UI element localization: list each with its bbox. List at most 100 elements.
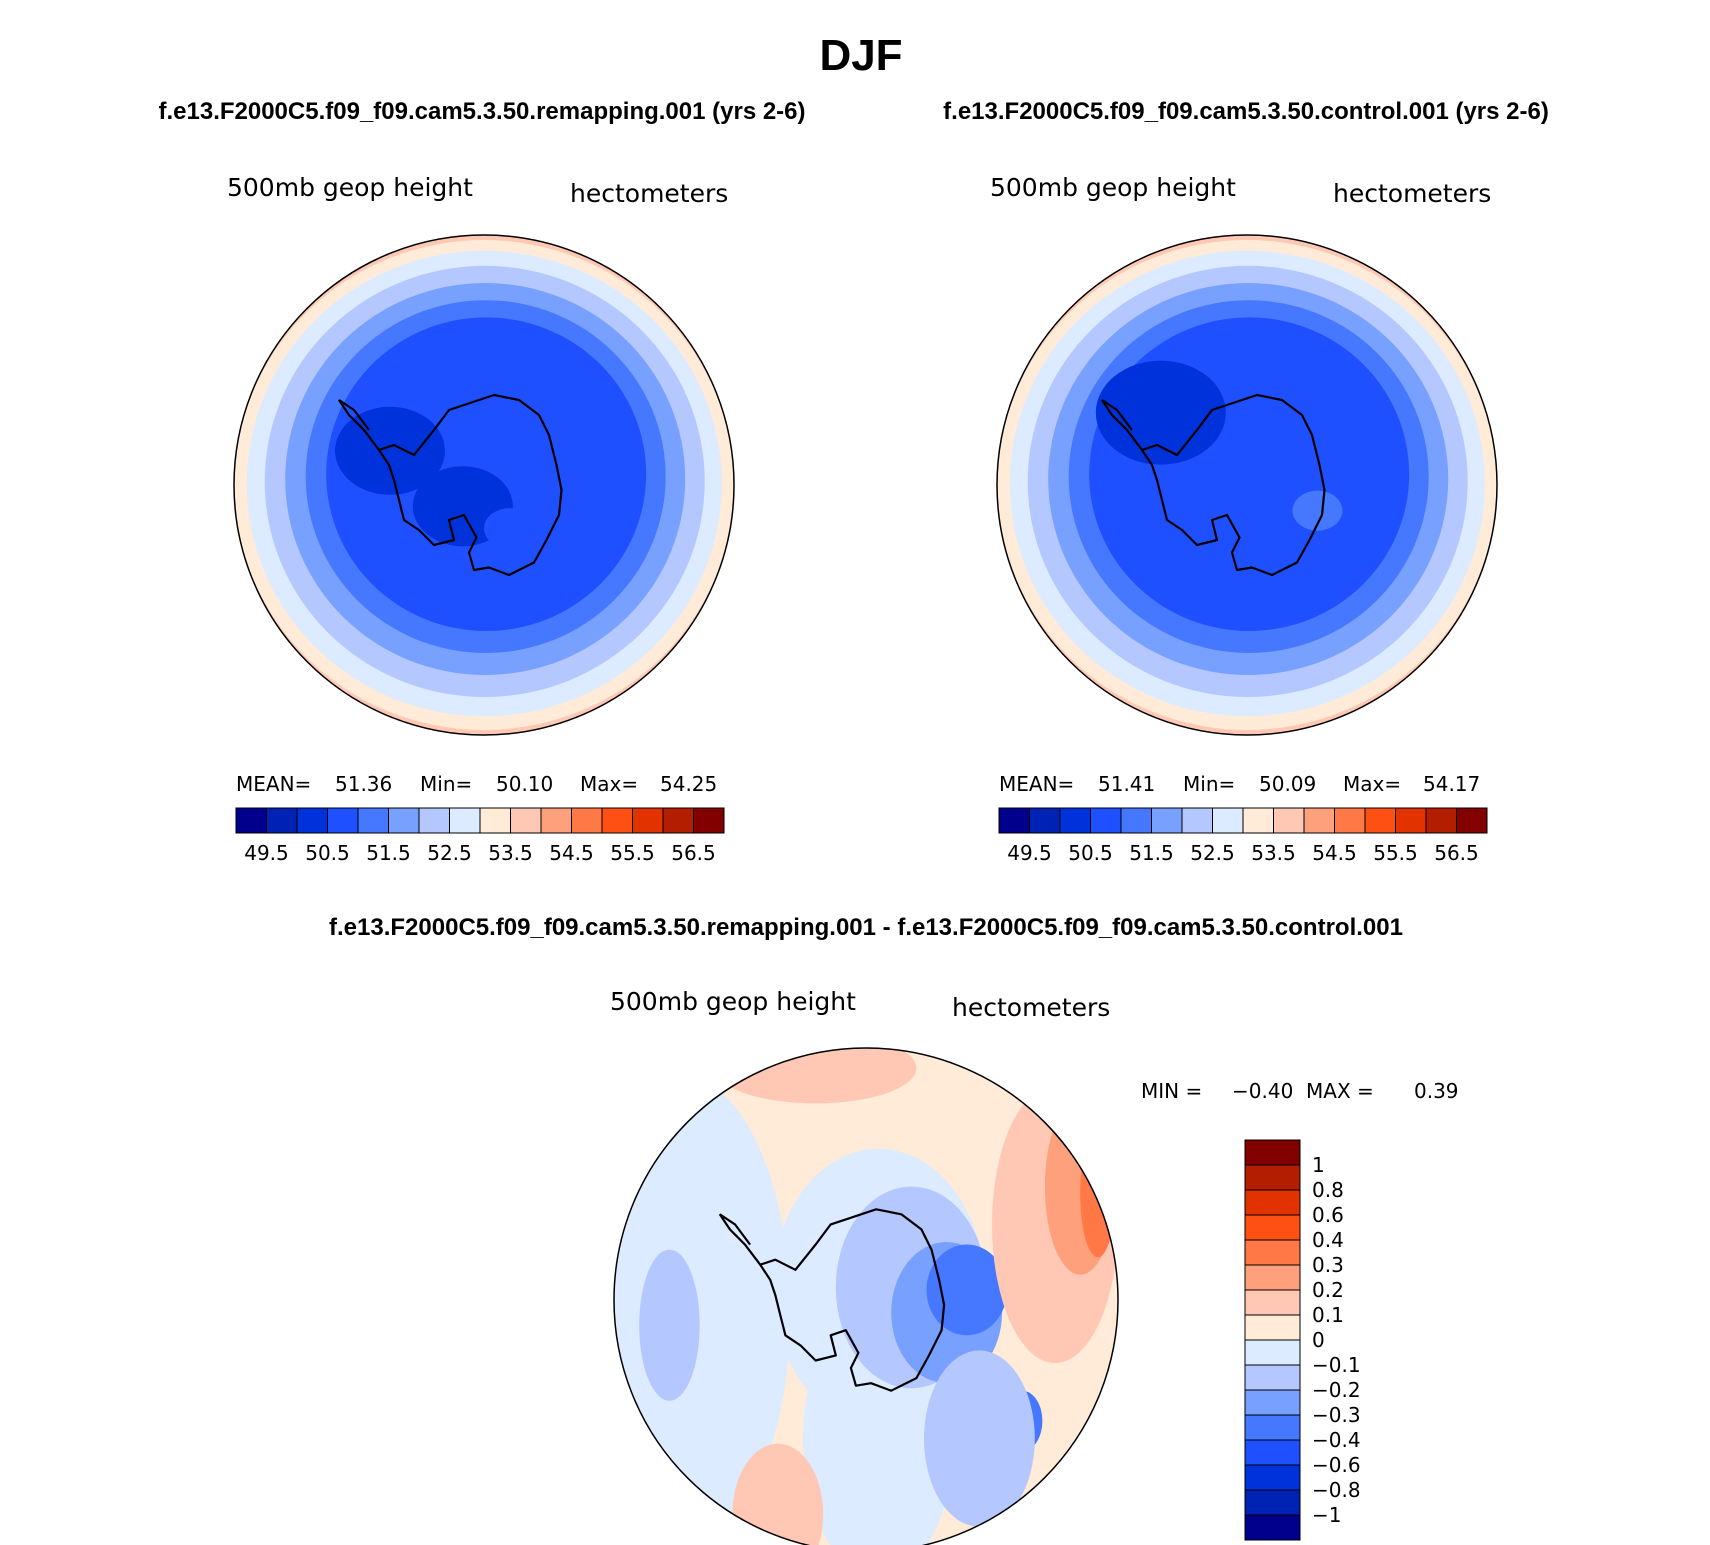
colorbar-swatch xyxy=(693,807,725,834)
colorbar-tick-label: −0.8 xyxy=(1312,1478,1361,1502)
antarctica-outline xyxy=(377,393,563,577)
colorbar-swatch xyxy=(1273,807,1305,834)
figure-title: DJF xyxy=(819,31,902,80)
max-value: 54.25 xyxy=(660,772,717,796)
map-remapping xyxy=(234,235,734,735)
colorbar-swatch xyxy=(998,807,1030,834)
max-value: 54.17 xyxy=(1423,772,1480,796)
antarctica-outline xyxy=(1140,393,1326,577)
units-label: hectometers xyxy=(570,179,728,208)
colorbar-swatch xyxy=(1425,807,1457,834)
field-label: 500mb geop height xyxy=(610,987,856,1016)
colorbar-swatch xyxy=(1303,807,1335,834)
colorbar-swatch xyxy=(1244,1264,1301,1291)
antarctica-coastline xyxy=(338,393,563,577)
colorbar-swatch xyxy=(296,807,328,834)
colorbar-tick-label: 50.5 xyxy=(1068,841,1113,865)
colorbar-swatch xyxy=(1244,1314,1301,1341)
colorbar-tick-label: −1 xyxy=(1312,1503,1341,1527)
diff-panel-heading: f.e13.F2000C5.f09_f09.cam5.3.50.remappin… xyxy=(329,914,1403,941)
minimum-center xyxy=(335,406,446,495)
colorbar-swatch xyxy=(1364,807,1396,834)
colorbar-swatch xyxy=(540,807,572,834)
max-label: Max= xyxy=(1343,772,1401,796)
colorbar-swatch xyxy=(1181,807,1213,834)
colorbar-tick-label: 54.5 xyxy=(549,841,594,865)
max-value: 0.39 xyxy=(1414,1079,1459,1103)
units-label: hectometers xyxy=(952,993,1110,1022)
minimum-center xyxy=(1292,490,1343,531)
colorbar-swatch xyxy=(327,807,359,834)
min-label: MIN = xyxy=(1141,1079,1202,1103)
min-label: Min= xyxy=(1183,772,1235,796)
field-label: 500mb geop height xyxy=(227,173,473,202)
colorbar-swatch xyxy=(1244,1239,1301,1266)
colorbar-swatch xyxy=(1395,807,1427,834)
colorbar-swatch xyxy=(1334,807,1366,834)
colorbar-swatch xyxy=(571,807,603,834)
colorbar-swatch xyxy=(1244,1289,1301,1316)
colorbar-swatch xyxy=(1244,1339,1301,1366)
colorbar-swatch xyxy=(388,807,420,834)
max-label: Max= xyxy=(580,772,638,796)
colorbar-tick-label: 56.5 xyxy=(671,841,716,865)
colorbar-tick-label: 0.1 xyxy=(1312,1303,1344,1327)
colorbar-swatch xyxy=(1244,1364,1301,1391)
colorbar-swatch xyxy=(1244,1389,1301,1416)
colorbar-swatch xyxy=(1244,1164,1301,1191)
colorbar-swatch xyxy=(1029,807,1061,834)
colorbar-tick-label: −0.4 xyxy=(1312,1428,1361,1452)
mean-label: MEAN= xyxy=(999,772,1074,796)
field-label: 500mb geop height xyxy=(990,173,1236,202)
colorbar-tick-label: −0.6 xyxy=(1312,1453,1361,1477)
colorbar-tick-label: 55.5 xyxy=(1373,841,1418,865)
colorbar-tick-label: −0.3 xyxy=(1312,1403,1361,1427)
colorbar-tick-label: 1 xyxy=(1312,1153,1325,1177)
colorbar-swatch xyxy=(1244,1139,1301,1166)
colorbar-tick-label: 55.5 xyxy=(610,841,655,865)
colorbar-tick-label: 0.4 xyxy=(1312,1228,1344,1252)
min-value: −0.40 xyxy=(1232,1079,1293,1103)
colorbar-remapping: 49.5 50.5 51.5 52.5 53.5 54.5 55.5 56.5 xyxy=(235,807,725,865)
colorbar-control: 49.5 50.5 51.5 52.5 53.5 54.5 55.5 56.5 xyxy=(998,807,1488,865)
colorbar-tick-label: 53.5 xyxy=(488,841,533,865)
colorbar-swatch xyxy=(632,807,664,834)
map-border xyxy=(613,1047,1119,1545)
panel-difference: 500mb geop height hectometers MIN = −0.4… xyxy=(610,987,1459,1545)
colorbar-tick-label: 0.6 xyxy=(1312,1203,1344,1227)
units-label: hectometers xyxy=(1333,179,1491,208)
colorbar-swatch xyxy=(1244,1214,1301,1241)
map-difference xyxy=(614,1048,1118,1545)
anomaly-patch xyxy=(732,1443,824,1545)
anomaly-patch xyxy=(714,1048,917,1104)
map-border xyxy=(996,234,1498,736)
colorbar-swatch xyxy=(662,807,694,834)
colorbar-tick-label: 49.5 xyxy=(1007,841,1052,865)
colorbar-tick-label: 50.5 xyxy=(305,841,350,865)
colorbar-swatch xyxy=(1059,807,1091,834)
colorbar-tick-label: 51.5 xyxy=(366,841,411,865)
anomaly-patch xyxy=(926,1244,1008,1336)
colorbar-difference: 10.80.60.40.30.20.10−0.1−0.2−0.3−0.4−0.6… xyxy=(1244,1139,1361,1541)
antarctica-coastline xyxy=(718,1208,946,1392)
mean-value: 51.41 xyxy=(1098,772,1155,796)
colorbar-tick-label: 0.3 xyxy=(1312,1253,1344,1277)
colorbar-swatch xyxy=(1244,1439,1301,1466)
colorbar-swatch xyxy=(418,807,450,834)
colorbar-tick-label: 0 xyxy=(1312,1328,1325,1352)
min-label: Min= xyxy=(420,772,472,796)
colorbar-swatch xyxy=(235,807,267,834)
minimum-center xyxy=(484,508,534,549)
anomaly-patch xyxy=(639,1249,700,1401)
antarctic-peninsula xyxy=(338,399,380,451)
mean-label: MEAN= xyxy=(236,772,311,796)
colorbar-swatch xyxy=(1244,1414,1301,1441)
minimum-center xyxy=(1095,360,1226,465)
right-panel-heading: f.e13.F2000C5.f09_f09.cam5.3.50.control.… xyxy=(943,98,1549,125)
map-control xyxy=(997,235,1497,735)
antarctica-outline xyxy=(759,1208,946,1392)
min-value: 50.09 xyxy=(1259,772,1316,796)
left-panel-heading: f.e13.F2000C5.f09_f09.cam5.3.50.remappin… xyxy=(158,98,805,125)
colorbar-swatch xyxy=(1244,1189,1301,1216)
